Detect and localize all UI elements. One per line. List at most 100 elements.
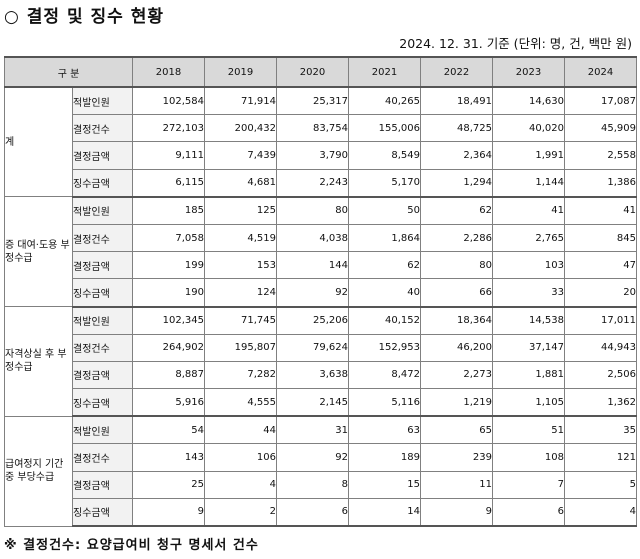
header-year: 2023 xyxy=(492,56,565,88)
value-cell: 190 xyxy=(132,278,205,308)
value-cell: 189 xyxy=(348,443,421,472)
table-row: 결정금액 9,111 7,439 3,790 8,549 2,364 1,991 2,558 xyxy=(5,141,637,170)
value-cell: 14 xyxy=(348,497,421,527)
value-cell: 4 xyxy=(204,470,277,499)
value-cell: 102,584 xyxy=(132,86,205,116)
value-cell: 92 xyxy=(276,278,349,308)
value-cell: 63 xyxy=(348,415,421,445)
value-cell: 5 xyxy=(564,470,637,499)
value-cell: 2,286 xyxy=(420,223,493,253)
value-cell: 7,282 xyxy=(204,360,277,390)
value-cell: 44,943 xyxy=(564,333,637,362)
value-cell: 6 xyxy=(276,497,349,527)
value-cell: 2,273 xyxy=(420,360,493,390)
value-cell: 152,953 xyxy=(348,333,421,362)
header-year: 2020 xyxy=(276,56,349,88)
value-cell: 9 xyxy=(132,497,205,527)
table-row: 결정건수 264,902 195,807 79,624 152,953 46,200 37,… xyxy=(5,333,637,362)
value-cell: 47 xyxy=(564,251,637,280)
value-cell: 79,624 xyxy=(276,333,349,362)
value-cell: 17,011 xyxy=(564,306,637,335)
table-row: 징수금액 6,115 4,681 2,243 5,170 1,294 1,144 1,386 xyxy=(5,168,637,198)
value-cell: 106 xyxy=(204,443,277,472)
header-row: 구 분 2018 2019 2020 2021 2022 2023 2024 xyxy=(4,56,637,88)
value-cell: 2,558 xyxy=(564,141,637,170)
table-row: 증 대여·도용 부정수급 적발인원 185 125 80 50 62 41 41 xyxy=(4,196,637,307)
row-item-label: 결정금액 xyxy=(72,360,133,390)
header-year: 2018 xyxy=(132,56,205,88)
value-cell: 199 xyxy=(132,251,205,280)
value-cell: 54 xyxy=(132,415,205,445)
value-cell: 9 xyxy=(420,497,493,527)
value-cell: 8,472 xyxy=(348,360,421,390)
value-cell: 37,147 xyxy=(492,333,565,362)
value-cell: 92 xyxy=(276,443,349,472)
row-item-label: 결정금액 xyxy=(72,251,133,280)
page-title: ○ 결정 및 징수 현황 xyxy=(4,7,164,27)
value-cell: 44 xyxy=(204,415,277,445)
value-cell: 40,152 xyxy=(348,306,421,335)
value-cell: 18,364 xyxy=(420,306,493,335)
value-cell: 121 xyxy=(564,443,637,472)
value-cell: 195,807 xyxy=(204,333,277,362)
value-cell: 62 xyxy=(420,196,493,225)
header-year: 2019 xyxy=(204,56,277,88)
header-category: 구 분 xyxy=(4,56,133,88)
value-cell: 9,111 xyxy=(132,141,205,170)
value-cell: 1,294 xyxy=(420,168,493,198)
row-item-label: 결정금액 xyxy=(72,470,133,499)
value-cell: 71,914 xyxy=(204,86,277,116)
value-cell: 2,145 xyxy=(276,388,349,418)
value-cell: 264,902 xyxy=(132,333,205,362)
value-cell: 25,317 xyxy=(276,86,349,116)
value-cell: 66 xyxy=(420,278,493,308)
value-cell: 41 xyxy=(492,196,565,225)
value-cell: 7,439 xyxy=(204,141,277,170)
value-cell: 8,549 xyxy=(348,141,421,170)
value-cell: 1,362 xyxy=(564,388,637,418)
value-cell: 3,638 xyxy=(276,360,349,390)
value-cell: 272,103 xyxy=(132,114,205,143)
value-cell: 155,006 xyxy=(348,114,421,143)
table-row: 결정건수 143 106 92 189 239 108 121 xyxy=(5,443,637,472)
value-cell: 1,105 xyxy=(492,388,565,418)
table-body: 계 적발인원 102,584 71,914 25,317 40,265 18,491 14,6… xyxy=(4,86,637,527)
value-cell: 51 xyxy=(492,415,565,445)
row-item-label: 적발인원 xyxy=(72,86,133,116)
value-cell: 2,364 xyxy=(420,141,493,170)
row-item-label: 적발인원 xyxy=(72,306,133,335)
value-cell: 1,386 xyxy=(564,168,637,198)
row-item-label: 결정금액 xyxy=(72,141,133,170)
value-cell: 7,058 xyxy=(132,223,205,253)
value-cell: 25,206 xyxy=(276,306,349,335)
value-cell: 4,038 xyxy=(276,223,349,253)
footnote: ※ 결정건수: 요양급여비 청구 명세서 건수 xyxy=(4,538,259,553)
header-year: 2022 xyxy=(420,56,493,88)
value-cell: 8 xyxy=(276,470,349,499)
table-row: 결정금액 199 153 144 62 80 103 47 xyxy=(5,251,637,280)
value-cell: 40 xyxy=(348,278,421,308)
value-cell: 14,630 xyxy=(492,86,565,116)
value-cell: 2 xyxy=(204,497,277,527)
value-cell: 108 xyxy=(492,443,565,472)
value-cell: 4,681 xyxy=(204,168,277,198)
value-cell: 239 xyxy=(420,443,493,472)
row-item-label: 결정건수 xyxy=(72,443,133,472)
value-cell: 35 xyxy=(564,415,637,445)
row-item-label: 징수금액 xyxy=(72,388,133,418)
value-cell: 40,265 xyxy=(348,86,421,116)
value-cell: 1,144 xyxy=(492,168,565,198)
value-cell: 1,881 xyxy=(492,360,565,390)
value-cell: 153 xyxy=(204,251,277,280)
value-cell: 80 xyxy=(420,251,493,280)
value-cell: 4 xyxy=(564,497,637,527)
value-cell: 46,200 xyxy=(420,333,493,362)
value-cell: 80 xyxy=(276,196,349,225)
table-row: 결정금액 8,887 7,282 3,638 8,472 2,273 1,881 2,506 xyxy=(5,360,637,390)
value-cell: 45,909 xyxy=(564,114,637,143)
row-item-label: 적발인원 xyxy=(72,196,133,225)
value-cell: 5,116 xyxy=(348,388,421,418)
value-cell: 1,991 xyxy=(492,141,565,170)
row-item-label: 결정건수 xyxy=(72,333,133,362)
value-cell: 17,087 xyxy=(564,86,637,116)
